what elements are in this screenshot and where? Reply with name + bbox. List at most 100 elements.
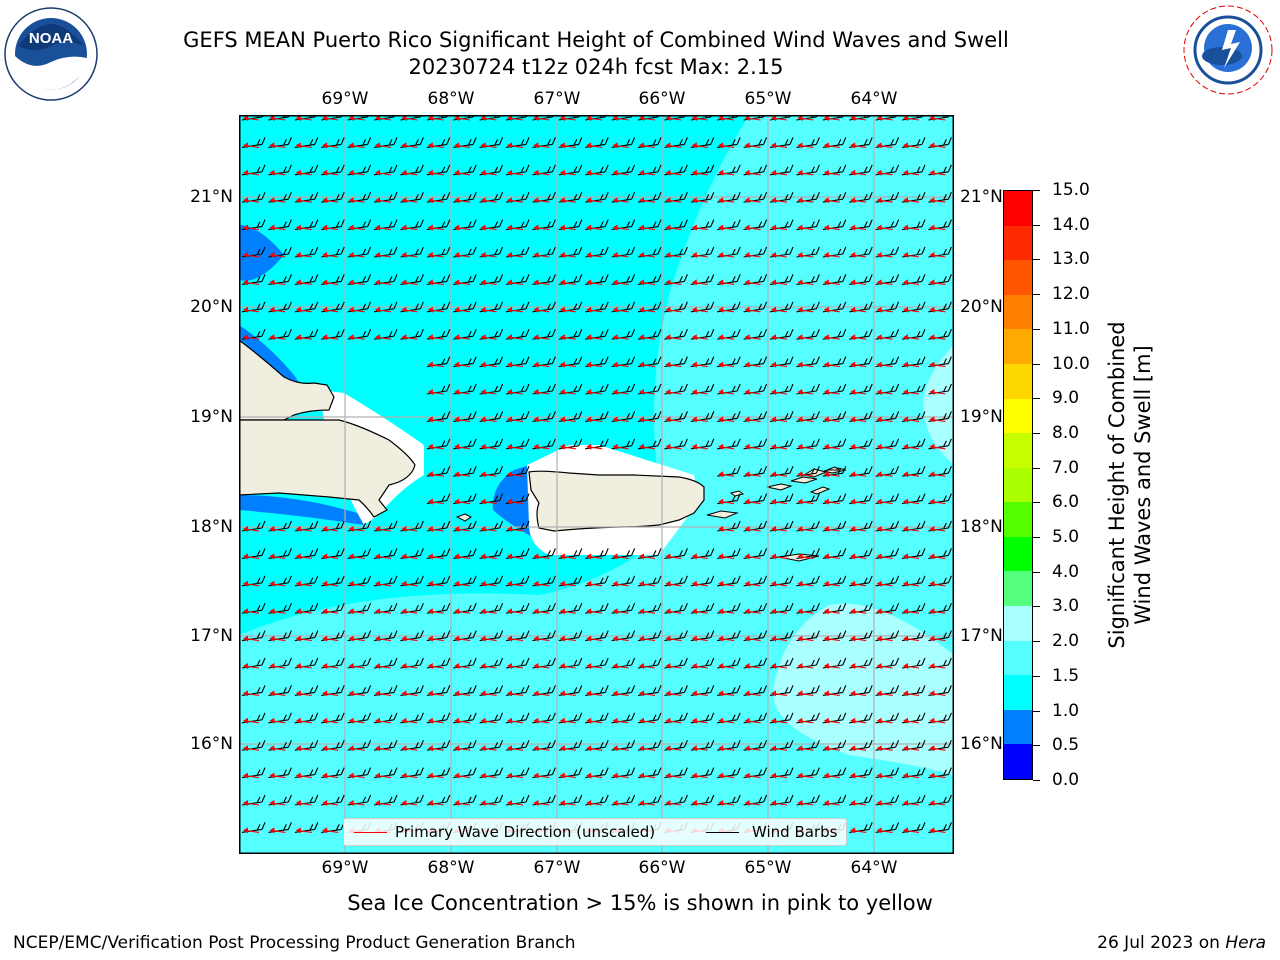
- wave-direction-arrowhead: [348, 334, 354, 341]
- wave-direction-arrowhead: [665, 772, 671, 779]
- wave-direction-arrowhead: [903, 827, 908, 834]
- wave-direction-arrowhead: [427, 526, 433, 532]
- wave-direction-arrowhead: [744, 416, 750, 423]
- legend-wind-label: Wind Barbs: [752, 823, 838, 841]
- wave-direction-arrowhead: [401, 334, 407, 341]
- footer-producer: NCEP/EMC/Verification Post Processing Pr…: [13, 933, 576, 953]
- wave-direction-arrowhead: [480, 553, 486, 560]
- wave-direction-arrowhead: [295, 745, 301, 752]
- wave-direction-arrowhead: [744, 252, 750, 258]
- wave-direction-arrowhead: [295, 800, 301, 806]
- map-grid: [239, 115, 954, 854]
- wave-direction-arrowhead: [454, 690, 460, 697]
- wave-direction-arrowhead: [744, 334, 750, 341]
- wave-direction-arrowhead: [295, 580, 301, 587]
- wave-direction-arrowhead: [718, 224, 724, 231]
- colorbar-tick-label: 8.0: [1052, 422, 1080, 443]
- wave-direction-arrowhead: [427, 663, 433, 669]
- wave-direction-arrowhead: [586, 800, 592, 806]
- contour-1m-south-coast: [239, 495, 364, 525]
- wave-direction-arrowhead: [427, 252, 433, 258]
- wave-direction-arrowhead: [401, 224, 407, 231]
- colorbar-segment: [1004, 294, 1032, 330]
- noaa-logo-text: NOAA: [29, 30, 73, 47]
- wave-direction-arrowhead: [533, 389, 539, 395]
- wave-direction-arrowhead: [876, 197, 882, 204]
- wave-direction-arrowhead: [718, 252, 724, 258]
- wave-direction-arrowhead: [243, 197, 248, 204]
- wave-direction-arrowhead: [533, 142, 539, 149]
- colorbar-tick-label: 1.5: [1052, 665, 1080, 686]
- wave-direction-arrowhead: [691, 169, 697, 176]
- wave-direction-arrowhead: [480, 224, 486, 231]
- wave-direction-arrowhead: [454, 389, 460, 395]
- wave-direction-arrowhead: [797, 663, 803, 669]
- lon-label-bottom-69w: 69°W: [321, 858, 369, 878]
- wave-direction-arrowhead: [929, 443, 935, 450]
- colorbar-segment: [1004, 432, 1032, 468]
- wave-direction-arrowhead: [322, 717, 328, 724]
- wave-direction-arrowhead: [744, 498, 750, 505]
- wave-direction-arrowhead: [533, 553, 539, 560]
- wave-direction-arrowhead: [718, 361, 724, 368]
- wave-direction-arrowhead: [269, 800, 275, 806]
- wave-direction-arrowhead: [559, 361, 565, 368]
- wave-direction-arrowhead: [771, 772, 776, 779]
- wave-direction-arrowhead: [639, 334, 644, 341]
- wave-direction-arrowhead: [586, 389, 592, 395]
- wave-direction-arrowhead: [401, 608, 407, 615]
- wave-direction-arrowhead: [586, 279, 592, 286]
- wave-direction-arrowhead: [744, 772, 750, 779]
- wave-direction-arrowhead: [322, 306, 328, 313]
- wave-direction-arrowhead: [771, 580, 776, 587]
- wave-direction-arrowhead: [612, 443, 618, 450]
- wave-direction-arrowhead: [823, 252, 829, 258]
- wave-direction-arrowhead: [295, 553, 301, 560]
- wave-direction-arrowhead: [665, 142, 671, 149]
- wave-direction-arrowhead: [269, 334, 275, 341]
- wave-direction-arrowhead: [375, 717, 380, 724]
- land-st-john: [790, 476, 818, 484]
- wave-direction-arrowhead: [744, 142, 750, 149]
- wave-direction-arrowhead: [295, 608, 301, 615]
- colorbar-tick-label: 11.0: [1052, 318, 1090, 339]
- wave-direction-arrowhead: [586, 635, 592, 642]
- wave-direction-arrowhead: [744, 361, 750, 368]
- wave-direction-arrowhead: [665, 553, 671, 560]
- wave-direction-arrowhead: [586, 443, 592, 450]
- wave-direction-arrowhead: [375, 608, 380, 615]
- wave-direction-arrowhead: [665, 580, 671, 587]
- wave-direction-arrowhead: [850, 471, 856, 478]
- wave-direction-arrowhead: [586, 142, 592, 149]
- colorbar-segment: [1004, 743, 1032, 779]
- wave-direction-arrowhead: [427, 361, 433, 368]
- wave-direction-arrowhead: [744, 389, 750, 395]
- wave-direction-arrowhead: [243, 224, 248, 231]
- wave-direction-arrowhead: [718, 553, 724, 560]
- lon-label-bottom-66w: 66°W: [638, 858, 686, 878]
- wave-direction-arrowhead: [322, 772, 328, 779]
- wave-direction-arrowhead: [665, 224, 671, 231]
- wave-direction-arrowhead: [480, 252, 486, 258]
- wave-direction-arrowhead: [507, 416, 512, 423]
- wave-direction-arrowhead: [480, 580, 486, 587]
- wave-direction-arrowhead: [401, 142, 407, 149]
- wave-direction-arrowhead: [427, 553, 433, 560]
- wave-direction-arrowhead: [823, 416, 829, 423]
- legend-wave-label: Primary Wave Direction (unscaled): [395, 823, 656, 841]
- colorbar-segment: [1004, 605, 1032, 641]
- wave-direction-arrowhead: [797, 471, 803, 478]
- wave-direction-arrowhead: [876, 827, 882, 834]
- wave-direction-arrowhead: [295, 142, 301, 149]
- wave-direction-arrowhead: [771, 608, 776, 615]
- wave-direction-arrowhead: [269, 197, 275, 204]
- wave-direction-arrowhead: [401, 169, 407, 176]
- wave-direction-arrowhead: [850, 443, 856, 450]
- wave-direction-arrowhead: [639, 197, 644, 204]
- wave-direction-arrowhead: [665, 252, 671, 258]
- wave-direction-arrowhead: [718, 690, 724, 697]
- colorbar-title-line2: Wind Waves and Swell [m]: [1131, 345, 1155, 625]
- lat-label-right-18n: 18°N: [960, 517, 1003, 537]
- wave-direction-arrowhead: [507, 443, 512, 450]
- wave-direction-arrowhead: [665, 745, 671, 752]
